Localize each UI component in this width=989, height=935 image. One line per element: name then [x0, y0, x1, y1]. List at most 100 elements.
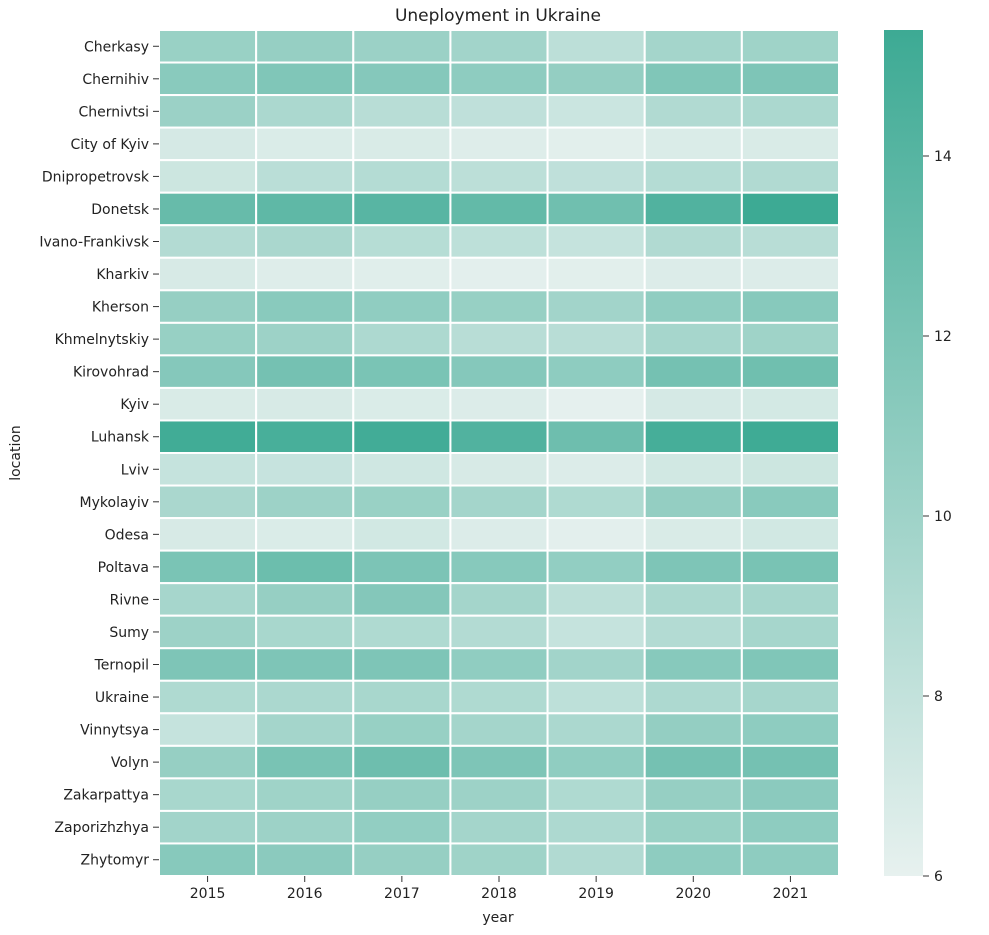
heatmap-cell	[740, 29, 840, 64]
heatmap-cell	[740, 61, 840, 97]
heatmap-cell	[643, 647, 743, 682]
heatmap-cell	[643, 386, 743, 422]
heatmap-cell	[255, 647, 355, 682]
heatmap-cell	[546, 549, 646, 585]
heatmap-cell	[643, 842, 743, 878]
heatmap-cell	[158, 126, 258, 162]
heatmap-cell	[352, 386, 452, 422]
heatmap-cell	[449, 321, 549, 357]
heatmap-cell	[546, 582, 646, 617]
heatmap-cell	[255, 256, 355, 292]
heatmap-cell	[352, 224, 452, 259]
heatmap-cell	[158, 614, 258, 650]
heatmap-cell	[158, 452, 258, 487]
heatmap-cell	[158, 679, 258, 715]
heatmap-cell	[352, 777, 452, 812]
heatmap-cell	[255, 549, 355, 585]
heatmap-cell	[449, 159, 549, 194]
y-tick-label: Vinnytsya	[80, 723, 149, 739]
heatmap-cell	[449, 679, 549, 715]
y-tick-label: Lviv	[121, 462, 149, 478]
heatmap-cell	[546, 484, 646, 520]
heatmap-cell	[449, 256, 549, 292]
heatmap-cell	[352, 256, 452, 292]
heatmap-cell	[255, 94, 355, 129]
heatmap-cell	[740, 809, 840, 845]
heatmap-cell	[740, 256, 840, 292]
heatmap-cell	[449, 712, 549, 747]
heatmap-cell	[643, 517, 743, 552]
heatmap-cell	[158, 517, 258, 552]
heatmap-cell	[352, 679, 452, 715]
heatmap-cell	[546, 419, 646, 455]
x-tick-label: 2019	[578, 886, 614, 902]
heatmap-cell	[546, 744, 646, 780]
colorbar-ticks: 6 8 10 12 14	[923, 149, 952, 885]
heatmap-cell	[643, 452, 743, 487]
heatmap-cell	[546, 809, 646, 845]
heatmap-cell	[546, 126, 646, 162]
heatmap-cell	[352, 549, 452, 585]
x-axis-label: year	[482, 910, 513, 926]
heatmap-cell	[352, 647, 452, 682]
heatmap-cell	[740, 777, 840, 812]
heatmap-cell	[740, 712, 840, 747]
heatmap-cell	[158, 386, 258, 422]
heatmap-cell	[643, 61, 743, 97]
heatmap-cell	[740, 126, 840, 162]
y-tick-label: Zaporizhzhya	[54, 820, 149, 836]
heatmap-cell	[546, 517, 646, 552]
heatmap-cell	[158, 809, 258, 845]
heatmap-cell	[643, 126, 743, 162]
y-tick-label: Dnipropetrovsk	[42, 169, 150, 185]
heatmap-cell	[255, 289, 355, 324]
heatmap-cell	[643, 744, 743, 780]
heatmap-cell	[740, 679, 840, 715]
heatmap-cell	[546, 777, 646, 812]
heatmap-cell	[449, 549, 549, 585]
y-tick-label: Odesa	[105, 527, 149, 543]
heatmap-cell	[449, 126, 549, 162]
heatmap-cell	[158, 321, 258, 357]
heatmap-cell	[352, 452, 452, 487]
y-tick-label: Khmelnytskiy	[55, 332, 149, 348]
y-tick-label: Cherkasy	[84, 39, 149, 55]
heatmap-cell	[352, 289, 452, 324]
heatmap-cell	[352, 126, 452, 162]
heatmap-cell	[740, 582, 840, 617]
heatmap-cell	[740, 94, 840, 129]
heatmap-cell	[158, 549, 258, 585]
heatmap-cell	[740, 614, 840, 650]
y-tick-label: Kirovohrad	[73, 365, 149, 381]
y-tick-label: Ivano-Frankivsk	[39, 235, 150, 251]
heatmap-cell	[643, 484, 743, 520]
heatmap-cell	[449, 94, 549, 129]
y-tick-label: Zhytomyr	[81, 853, 150, 869]
y-tick-label: Rivne	[110, 592, 149, 608]
heatmap-cell	[449, 517, 549, 552]
heatmap-cell	[352, 159, 452, 194]
heatmap-cell	[352, 517, 452, 552]
heatmap-cell	[255, 582, 355, 617]
heatmap-cell	[449, 419, 549, 455]
heatmap-cell	[352, 191, 452, 227]
heatmap-cell	[158, 647, 258, 682]
heatmap-cell	[255, 679, 355, 715]
heatmap-cell	[740, 354, 840, 389]
heatmap-cell	[546, 94, 646, 129]
heatmap-cell	[546, 159, 646, 194]
x-tick-label: 2017	[384, 886, 420, 902]
heatmap-cell	[449, 191, 549, 227]
heatmap-cell	[158, 484, 258, 520]
heatmap-cell	[546, 679, 646, 715]
heatmap-cell	[255, 712, 355, 747]
x-tick-label: 2020	[675, 886, 711, 902]
heatmap-cell	[255, 809, 355, 845]
heatmap-cell	[255, 321, 355, 357]
heatmap-cell	[449, 289, 549, 324]
heatmap-cell	[740, 484, 840, 520]
heatmap-cell	[255, 126, 355, 162]
heatmap-cell	[255, 224, 355, 259]
heatmap-cell	[158, 61, 258, 97]
